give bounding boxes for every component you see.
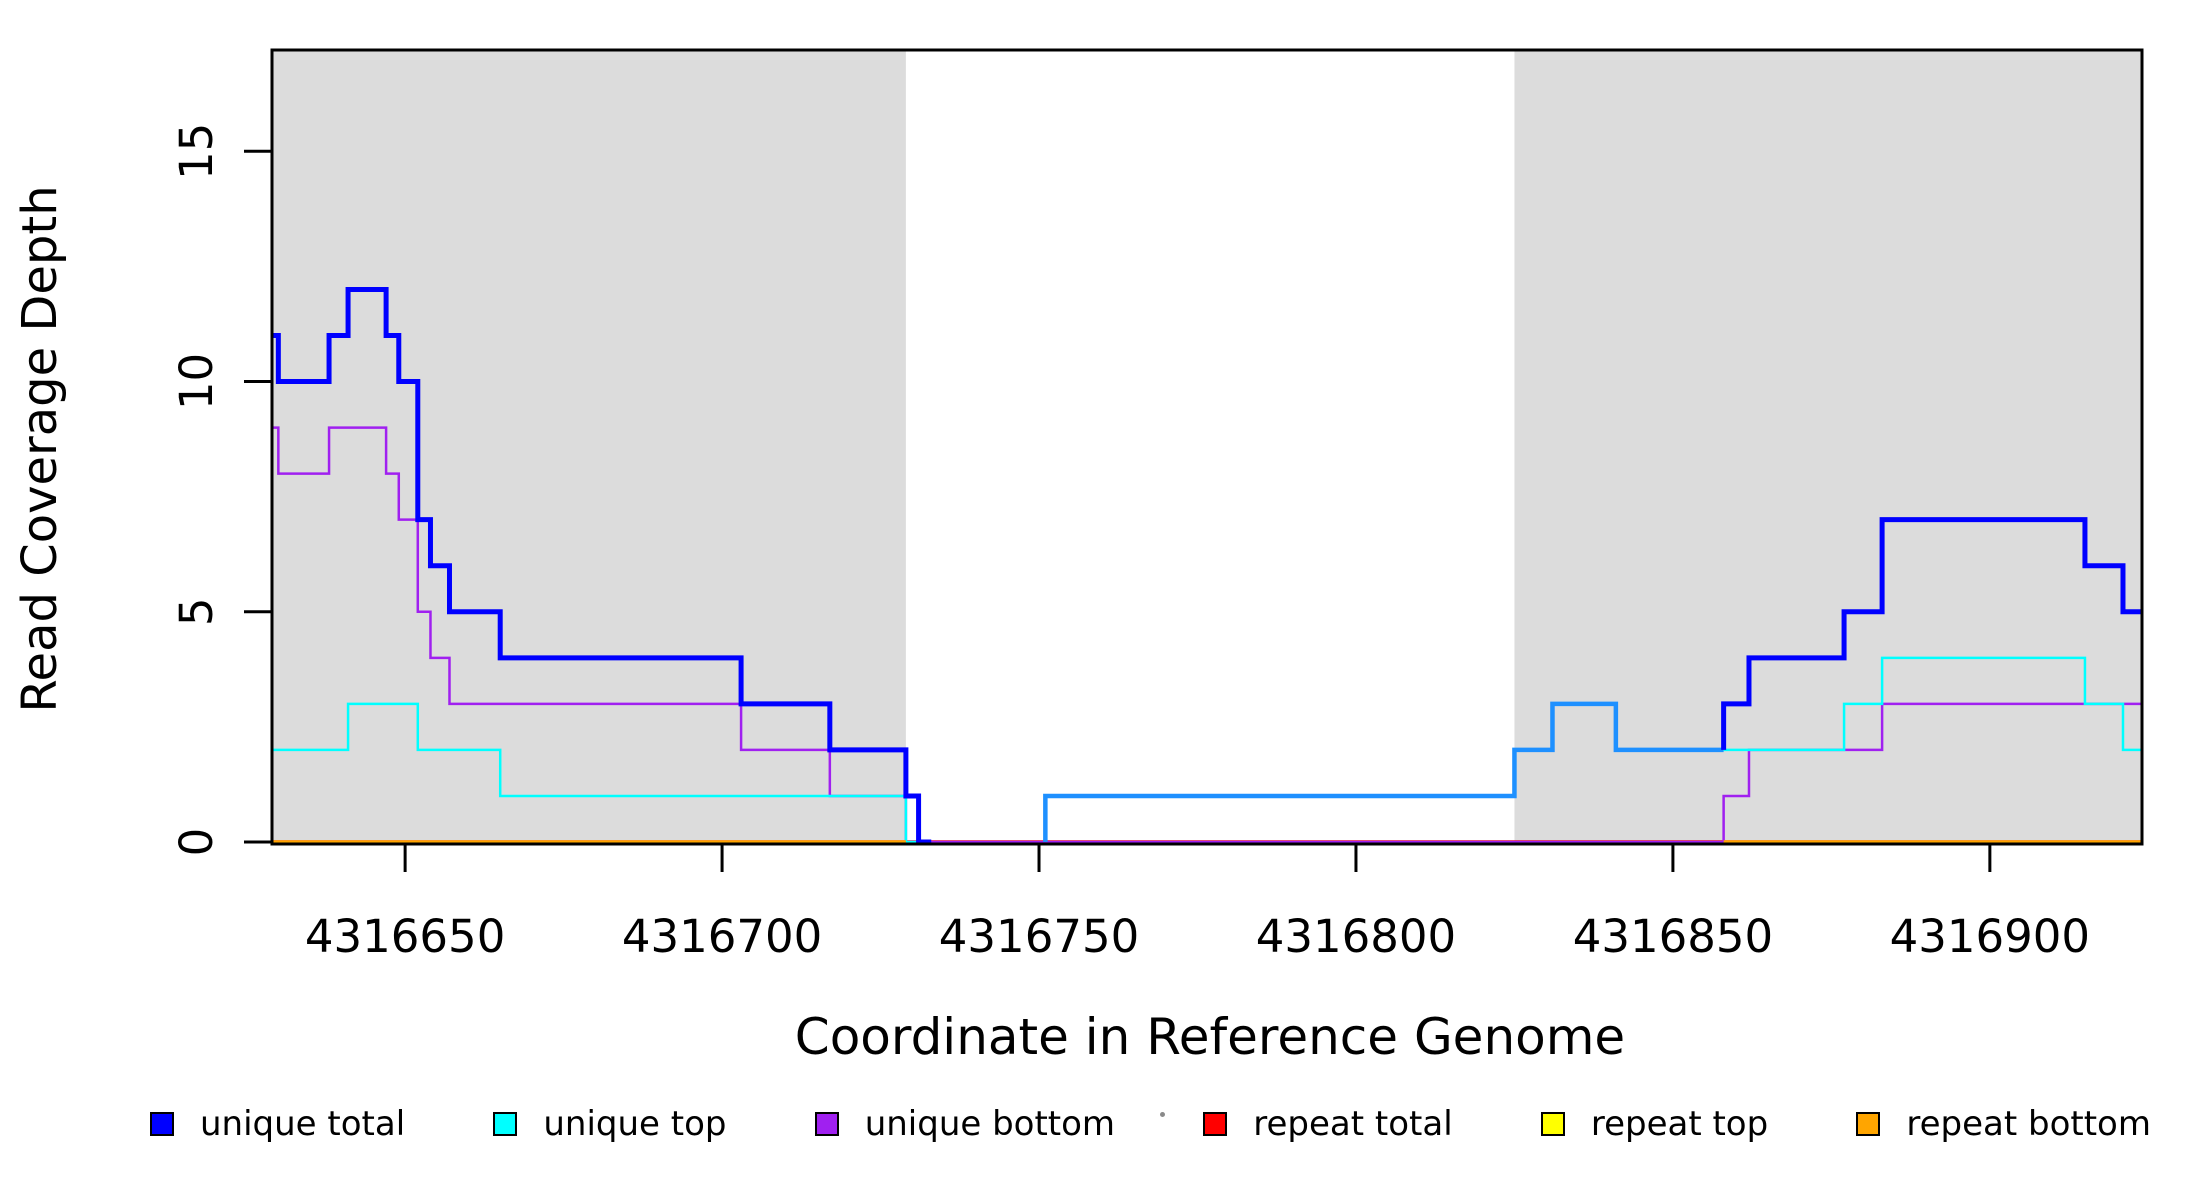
y-tick-label: 5	[170, 597, 223, 626]
x-tick-label: 4316750	[939, 910, 1139, 963]
plot-border	[270, 48, 2144, 846]
legend-item-unique-bottom: unique bottom	[814, 1104, 1116, 1144]
unique-bottom-line	[272, 426, 2142, 844]
y-axis: 0 5 10 15	[170, 123, 272, 857]
x-tick-label: 4316700	[622, 910, 822, 963]
legend-item-repeat-total: repeat total	[1203, 1104, 1453, 1144]
legend-swatch	[1203, 1112, 1228, 1136]
legend-label: repeat bottom	[1906, 1104, 2151, 1144]
legend-swatch	[1540, 1112, 1565, 1136]
legend-label: unique top	[543, 1104, 727, 1144]
legend-label: repeat top	[1590, 1104, 1769, 1144]
repeat-region-left	[272, 50, 906, 844]
x-axis-title-row: Coordinate in Reference Genome	[0, 1008, 2200, 1066]
legend-item-repeat-top: repeat top	[1540, 1104, 1769, 1144]
y-tick-label: 0	[170, 828, 223, 857]
y-axis-title: Read Coverage Depth	[12, 185, 68, 713]
shaded-repeat-regions	[272, 50, 2142, 844]
x-axis-title: Coordinate in Reference Genome	[794, 1008, 1626, 1066]
legend-swatch	[150, 1112, 174, 1136]
x-tick-label: 4316800	[1256, 910, 1456, 963]
legend-swatch	[814, 1112, 839, 1136]
y-tick-label: 10	[170, 353, 223, 410]
stray-dot-artifact	[1160, 1112, 1165, 1117]
legend: unique total unique top unique bottom repea…	[150, 1104, 2151, 1144]
legend-item-unique-total: unique total	[150, 1104, 405, 1144]
unique-total-top-overlap-gap	[1043, 701, 1724, 842]
legend-swatch	[493, 1112, 518, 1136]
y-tick-label: 15	[170, 123, 223, 180]
legend-item-repeat-bottom: repeat bottom	[1856, 1104, 2151, 1144]
plot-border-box	[270, 48, 2144, 846]
x-tick-label: 4316850	[1573, 910, 1773, 963]
legend-label: repeat total	[1253, 1104, 1453, 1144]
legend-label: unique bottom	[864, 1104, 1116, 1144]
x-tick-label: 4316900	[1890, 910, 2090, 963]
unique-total-line-right	[1721, 517, 2142, 750]
unique-top-line-right	[1723, 656, 2142, 752]
legend-swatch	[1856, 1112, 1881, 1136]
x-axis: 4316650 4316700 4316750 4316800 4316850 43169…	[305, 844, 2090, 963]
legend-label: unique total	[200, 1104, 406, 1144]
unique-total-line-left	[272, 286, 932, 845]
legend-item-unique-top: unique top	[493, 1104, 726, 1144]
unique-top-line-left	[272, 702, 919, 844]
x-tick-label: 4316650	[305, 910, 505, 963]
repeat-region-right	[1514, 50, 2142, 844]
coverage-step-lines	[272, 286, 2142, 845]
